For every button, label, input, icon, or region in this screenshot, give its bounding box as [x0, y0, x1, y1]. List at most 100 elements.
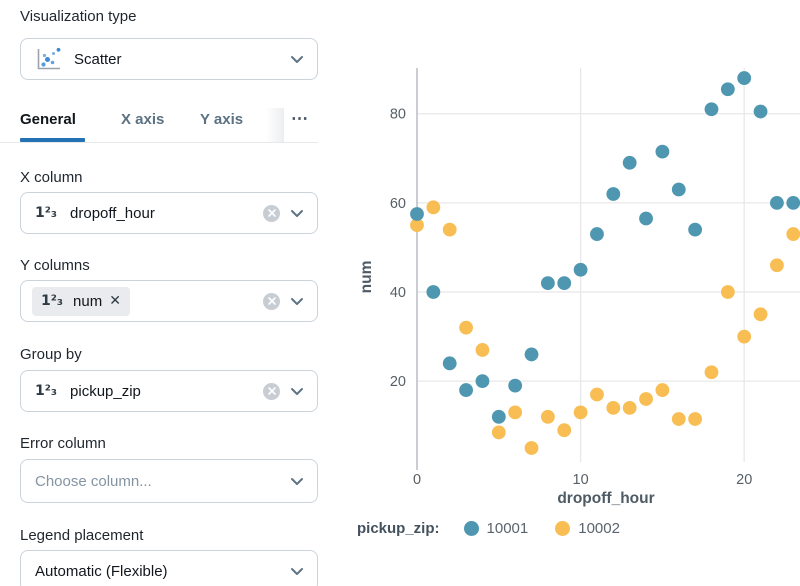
- data-point-10001[interactable]: [655, 144, 670, 159]
- error-column-select[interactable]: Choose column...: [20, 459, 318, 503]
- y-columns-clear-button[interactable]: [263, 292, 280, 310]
- legend-item-10001[interactable]: 10001: [463, 520, 528, 537]
- close-icon: [267, 297, 276, 305]
- data-point-10001[interactable]: [590, 227, 604, 241]
- x-tick-label: 10: [573, 472, 589, 488]
- legend-dot-blue: [463, 521, 479, 536]
- close-icon: [267, 387, 276, 395]
- legend-title: pickup_zip:: [357, 520, 440, 537]
- tab-x-axis[interactable]: X axis: [121, 111, 165, 128]
- data-point-10001[interactable]: [459, 383, 473, 397]
- data-point-10001[interactable]: [491, 409, 506, 424]
- error-column-label: Error column: [20, 435, 106, 452]
- data-point-10002[interactable]: [671, 412, 686, 426]
- y-column-chip-remove-button[interactable]: ✕: [109, 293, 121, 309]
- data-point-10001[interactable]: [720, 82, 735, 97]
- legend-dot-yellow: [555, 521, 571, 536]
- x-tick-label: 20: [736, 472, 752, 488]
- y-columns-select[interactable]: 1²₃ num ✕: [20, 280, 318, 322]
- data-point-10002[interactable]: [557, 423, 572, 438]
- tab-general[interactable]: General: [20, 111, 76, 128]
- data-point-10001[interactable]: [410, 207, 424, 221]
- data-point-10002[interactable]: [639, 392, 653, 406]
- data-point-10001[interactable]: [688, 222, 703, 237]
- data-point-10002[interactable]: [622, 401, 637, 415]
- x-tick-label: 0: [413, 472, 421, 488]
- data-point-10001[interactable]: [606, 187, 621, 201]
- data-point-10001[interactable]: [639, 211, 653, 226]
- data-point-10001[interactable]: [475, 374, 490, 389]
- chevron-down-icon: [291, 567, 303, 575]
- number-type-icon: 1²₃: [35, 205, 58, 221]
- chart-legend: pickup_zip: 10001 10002: [357, 520, 647, 537]
- data-point-10002[interactable]: [426, 200, 441, 215]
- data-point-10002[interactable]: [524, 441, 539, 455]
- data-point-10001[interactable]: [442, 356, 457, 371]
- data-point-10002[interactable]: [491, 425, 506, 440]
- number-type-icon: 1²₃: [35, 383, 58, 399]
- data-point-10002[interactable]: [688, 412, 703, 426]
- scatter-chart-icon: [37, 47, 61, 69]
- group-by-clear-button[interactable]: [263, 382, 280, 400]
- data-point-10002[interactable]: [704, 365, 719, 380]
- chevron-down-icon: [291, 297, 303, 305]
- data-point-10002[interactable]: [786, 227, 800, 241]
- data-point-10002[interactable]: [737, 329, 752, 344]
- data-point-10002[interactable]: [590, 387, 604, 402]
- group-by-select[interactable]: 1²₃ pickup_zip: [20, 370, 318, 412]
- data-point-10002[interactable]: [573, 405, 588, 420]
- data-point-10001[interactable]: [786, 195, 800, 210]
- group-by-value: pickup_zip: [70, 382, 141, 400]
- data-point-10002[interactable]: [442, 222, 457, 237]
- x-column-label: X column: [20, 169, 83, 186]
- chevron-down-icon: [291, 477, 303, 485]
- legend-placement-select[interactable]: Automatic (Flexible): [20, 550, 318, 586]
- group-by-label: Group by: [20, 346, 82, 363]
- data-point-10001[interactable]: [753, 104, 768, 119]
- y-column-chip: 1²₃ num ✕: [32, 286, 130, 316]
- y-tick-label: 80: [390, 107, 406, 123]
- data-point-10002[interactable]: [606, 401, 621, 415]
- viz-type-label: Visualization type: [20, 8, 137, 25]
- chevron-down-icon: [291, 55, 303, 63]
- x-column-select[interactable]: 1²₃ dropoff_hour: [20, 192, 318, 234]
- active-tab-indicator: [20, 138, 85, 142]
- viz-type-select[interactable]: Scatter: [20, 38, 318, 80]
- data-point-10001[interactable]: [540, 276, 555, 291]
- viz-type-value: Scatter: [74, 50, 122, 68]
- legend-placement-value: Automatic (Flexible): [35, 562, 168, 580]
- data-point-10001[interactable]: [671, 182, 686, 197]
- data-point-10001[interactable]: [573, 262, 588, 277]
- y-axis-title: num: [358, 261, 375, 294]
- tab-y-axis[interactable]: Y axis: [200, 111, 244, 128]
- legend-item-10002[interactable]: 10002: [555, 520, 620, 537]
- data-point-10002[interactable]: [459, 320, 473, 335]
- y-tick-label: 60: [390, 196, 406, 212]
- x-axis-title: dropoff_hour: [557, 490, 654, 507]
- data-point-10001[interactable]: [426, 285, 441, 299]
- tab-overflow-fade: [266, 108, 284, 142]
- data-point-10002[interactable]: [410, 218, 424, 233]
- y-columns-label: Y columns: [20, 257, 90, 274]
- data-point-10001[interactable]: [770, 195, 784, 210]
- data-point-10002[interactable]: [540, 409, 555, 424]
- data-point-10002[interactable]: [475, 343, 490, 357]
- y-column-chip-value: num: [73, 292, 103, 310]
- data-point-10001[interactable]: [704, 102, 719, 117]
- scatter-chart: 20 40 60 80 0 10 20 num dropoff_hour pickup_zip:…: [340, 40, 800, 586]
- data-point-10001[interactable]: [737, 71, 752, 85]
- chevron-down-icon: [291, 387, 303, 395]
- x-column-value: dropoff_hour: [70, 204, 155, 222]
- data-point-10001[interactable]: [557, 276, 572, 291]
- data-point-10002[interactable]: [720, 285, 735, 299]
- x-column-clear-button[interactable]: [263, 204, 280, 222]
- data-point-10001[interactable]: [524, 347, 539, 362]
- data-point-10002[interactable]: [753, 307, 768, 322]
- data-point-10002[interactable]: [770, 258, 784, 273]
- config-panel: Visualization type Scatter General X: [0, 0, 340, 586]
- tab-overflow-button[interactable]: ⋯: [291, 109, 309, 128]
- data-point-10002[interactable]: [508, 405, 523, 420]
- data-point-10001[interactable]: [622, 155, 637, 170]
- data-point-10002[interactable]: [655, 383, 670, 397]
- data-point-10001[interactable]: [508, 378, 523, 393]
